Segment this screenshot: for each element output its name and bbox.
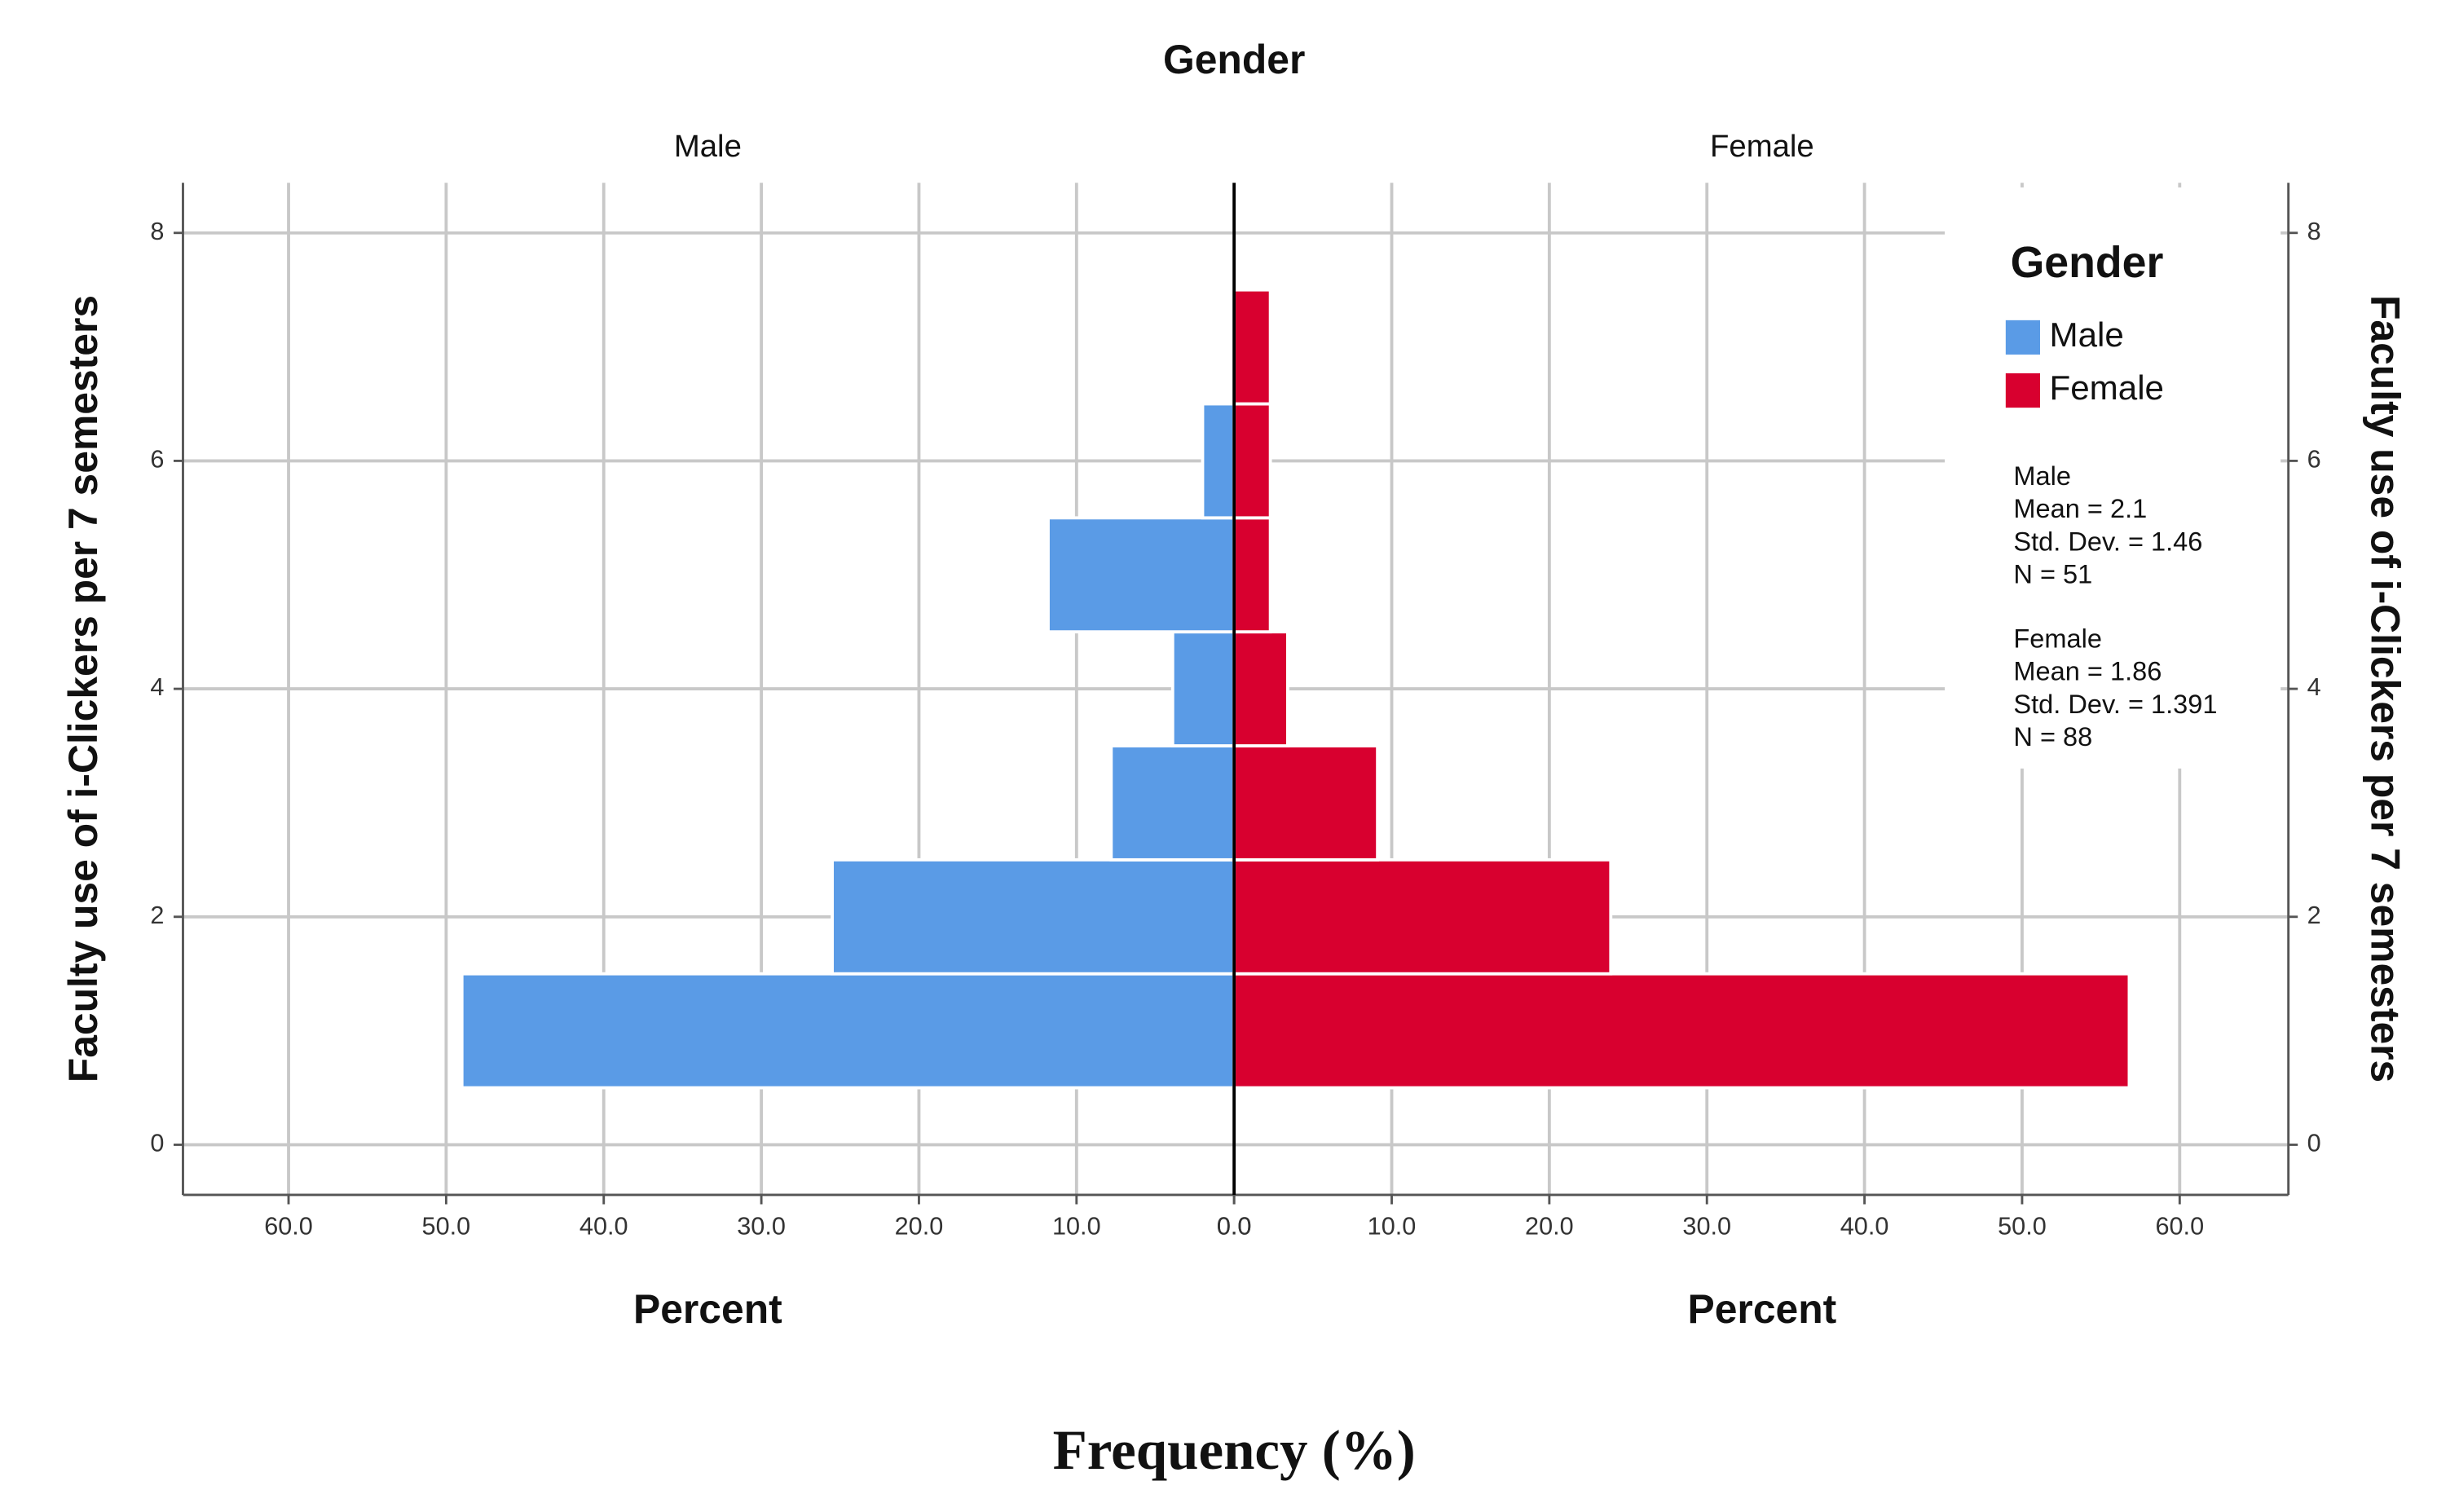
x-tick-label: 40.0	[1840, 1212, 1889, 1240]
x-tick-label: 60.0	[2155, 1212, 2204, 1240]
bar	[1047, 516, 1236, 634]
y-tick-label: 8	[150, 218, 164, 245]
legend-swatch	[2005, 320, 2040, 355]
stats-group: Male	[2013, 461, 2071, 491]
legend: Gender Male Female Male Mean = 2.1 Std. Dev.…	[1945, 187, 2281, 769]
bar	[1232, 744, 1380, 862]
stats-line: Mean = 1.86	[2013, 657, 2162, 686]
y-tick-label: 0	[2307, 1130, 2321, 1157]
legend-swatch	[2005, 373, 2040, 408]
y-tick-label: 2	[2307, 901, 2321, 929]
y-tick-label: 6	[150, 446, 164, 474]
x-tick-label: 0.0	[1217, 1212, 1252, 1240]
stats-line: N = 88	[2013, 722, 2092, 752]
panel-label: Male	[674, 129, 742, 164]
y-tick-label: 0	[150, 1130, 164, 1157]
x-tick-label: 50.0	[1998, 1212, 2047, 1240]
bar	[1201, 402, 1236, 520]
x-axis-label: Percent	[633, 1286, 782, 1332]
bar	[1232, 972, 2131, 1090]
bar	[1232, 857, 1613, 976]
x-tick-label: 30.0	[1682, 1212, 1731, 1240]
legend-label: Male	[2049, 315, 2123, 354]
x-tick-label: 60.0	[264, 1212, 313, 1240]
bars	[460, 288, 2131, 1090]
stats-line: N = 51	[2013, 560, 2092, 589]
panel-label: Female	[1710, 129, 1814, 164]
y-tick-label: 4	[150, 673, 164, 701]
x-tick-label: 40.0	[580, 1212, 628, 1240]
bar	[1232, 630, 1289, 747]
y-tick-label: 4	[2307, 673, 2321, 701]
x-tick-label: 0.0	[1217, 1212, 1252, 1240]
y-axis-label: Faculty use of i-Clickers per 7 semester…	[60, 295, 106, 1082]
bar	[1232, 288, 1272, 406]
x-axis-label: Percent	[1688, 1286, 1837, 1332]
x-tick-label: 10.0	[1052, 1212, 1101, 1240]
bar	[1232, 516, 1272, 634]
y-tick-label: 6	[2307, 446, 2321, 474]
bar	[831, 857, 1236, 976]
y-tick-label: 8	[2307, 218, 2321, 245]
x-tick-label: 20.0	[895, 1212, 944, 1240]
bar	[460, 972, 1236, 1090]
stats-line: Mean = 2.1	[2013, 494, 2147, 523]
stats-group: Female	[2013, 624, 2102, 653]
legend-label: Female	[2049, 368, 2164, 407]
x-tick-label: 50.0	[422, 1212, 471, 1240]
y-tick-label: 2	[150, 901, 164, 929]
bar	[1232, 402, 1272, 520]
bar	[1170, 630, 1236, 747]
y-axis-label-right: Faculty use of i-Clickers per 7 semester…	[2363, 295, 2408, 1082]
legend-box	[1945, 187, 2281, 769]
stats-line: Std. Dev. = 1.391	[2013, 690, 2217, 719]
axes: 0.00.010.0 10.020.0 20.030.0 30.040.0 40.050…	[150, 183, 2321, 1240]
footer: Frequency (%)	[1053, 1419, 1416, 1481]
x-tick-label: 20.0	[1525, 1212, 1574, 1240]
bar	[1109, 744, 1236, 862]
x-tick-label: 30.0	[737, 1212, 786, 1240]
stats-line: Std. Dev. = 1.46	[2013, 527, 2202, 556]
x-tick-label: 10.0	[1368, 1212, 1417, 1240]
legend-title: Gender	[2011, 238, 2164, 287]
chart-title: Gender	[1163, 37, 1305, 82]
